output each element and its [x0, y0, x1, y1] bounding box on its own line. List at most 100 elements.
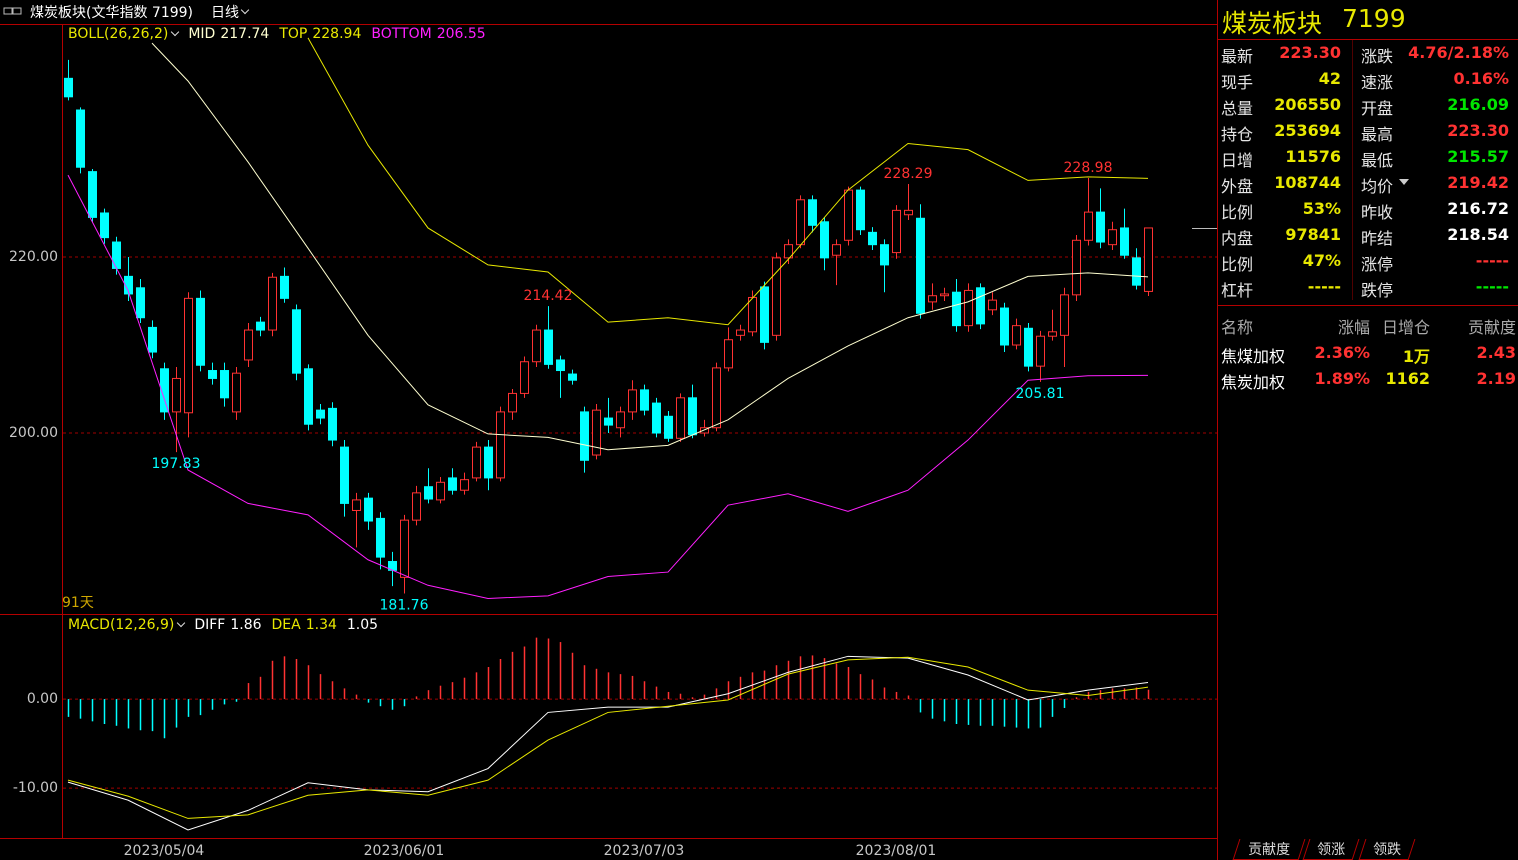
quote-label: 比例	[1221, 203, 1254, 222]
candle-body	[268, 276, 277, 331]
macd-plot	[63, 637, 1217, 831]
table-cell: 焦煤加权	[1221, 347, 1286, 366]
y-tick-label: -10.00	[13, 780, 58, 796]
candle-body	[676, 397, 685, 439]
window-icon	[3, 7, 14, 15]
candle-body	[736, 329, 745, 336]
candle-body	[436, 481, 445, 501]
candle-body	[256, 321, 265, 331]
legend-value: 217.74	[220, 26, 270, 42]
candle-body	[76, 109, 85, 168]
table-cell: 1162	[1385, 369, 1430, 388]
table-row[interactable]: 焦炭加权 1.89% 1162 2.19	[1218, 366, 1518, 392]
quote-label: 日增	[1221, 151, 1254, 170]
candle-body	[232, 372, 241, 413]
candle-body	[592, 409, 601, 456]
candle-body	[244, 329, 253, 361]
macd-value: 1.05	[346, 617, 379, 633]
candle-body	[712, 367, 721, 429]
candle-body	[808, 199, 817, 226]
x-tick-label: 2023/06/01	[364, 843, 445, 859]
candle-body	[220, 370, 229, 399]
candle-body	[652, 402, 661, 434]
candle-body	[724, 339, 733, 369]
legend-entry: TOP 228.94	[279, 26, 361, 42]
dropdown-icon[interactable]	[177, 618, 186, 628]
candle-body	[916, 217, 925, 314]
quote-label: 开盘	[1361, 99, 1394, 118]
period-selector[interactable]: 日线	[211, 5, 240, 21]
quote-label: 昨收	[1361, 203, 1394, 222]
tab-label: 贡献度	[1248, 842, 1291, 858]
candle-body	[340, 446, 349, 504]
candle-body	[688, 397, 697, 436]
quote-row: 外盘 108744 均价 219.42	[1218, 170, 1518, 196]
quote-value: -----	[1475, 277, 1509, 296]
quote-label: 持仓	[1221, 125, 1254, 144]
candle-body	[376, 517, 385, 558]
candle-body	[784, 244, 793, 259]
tab[interactable]: 领涨	[1302, 839, 1360, 860]
quote-label: 现手	[1221, 73, 1254, 92]
candle-body	[136, 287, 145, 319]
quote-value: -----	[1475, 251, 1509, 270]
column-header: 涨幅	[1337, 318, 1370, 337]
candle-body	[952, 291, 961, 327]
candle-body	[1012, 325, 1021, 346]
indicator-name: MACD(12,26,9)	[68, 617, 175, 633]
quote-panel: 煤炭板块 7199 最新 223.30 涨跌 4.76/2.18% 现手 42 速涨 0.16% 总…	[1218, 0, 1518, 860]
table-cell: 1万	[1402, 347, 1430, 366]
column-header: 贡献度	[1467, 318, 1516, 337]
candle-body	[64, 77, 73, 98]
candle-body	[172, 377, 181, 413]
quote-label: 最低	[1361, 151, 1394, 170]
tab[interactable]: 领跌	[1358, 839, 1416, 860]
candle-body	[100, 212, 109, 239]
table-cell: 焦炭加权	[1221, 373, 1286, 392]
quote-row: 日增 11576 最低 215.57	[1218, 144, 1518, 170]
table-row[interactable]: 焦煤加权 2.36% 1万 2.43	[1218, 340, 1518, 366]
y-tick-label: 220.00	[9, 249, 58, 265]
price-plot: 214.42 228.29 228.98 197.83 181.76 205.81	[63, 37, 1217, 614]
price-annotation: 228.29	[884, 166, 933, 182]
candle-body	[400, 519, 409, 578]
header: 煤炭板块(文华指数 7199) 日线	[0, 0, 258, 24]
candle-body	[748, 296, 757, 333]
quote-value: 97841	[1285, 225, 1341, 244]
candle-body	[772, 257, 781, 336]
x-tick-label: 2023/07/03	[604, 843, 685, 859]
indicator-line	[151, 42, 1149, 451]
price-annotation: 228.98	[1064, 160, 1113, 176]
quote-label: 总量	[1221, 99, 1254, 118]
candle-body	[856, 189, 865, 231]
candle-body	[412, 492, 421, 521]
x-tick-label: 2023/05/04	[124, 843, 205, 859]
quote-row: 现手 42 速涨 0.16%	[1218, 66, 1518, 92]
quote-value: 219.42	[1447, 173, 1509, 192]
quote-label: 比例	[1221, 255, 1254, 274]
dropdown-icon[interactable]	[240, 5, 250, 15]
candle-body	[304, 368, 313, 425]
quote-code: 7199	[1342, 4, 1406, 33]
legend-name: MID	[188, 26, 216, 42]
days-label: 91天	[62, 595, 94, 611]
tab[interactable]: 贡献度	[1232, 839, 1306, 860]
dropdown-icon[interactable]	[171, 27, 180, 37]
candle-body	[88, 171, 97, 218]
legend-value: 1.34	[305, 617, 337, 633]
candle-body	[496, 411, 505, 479]
tab-label: 领涨	[1317, 842, 1346, 858]
candle-body	[1024, 327, 1033, 367]
candle-body	[976, 287, 985, 325]
quote-row: 最新 223.30 涨跌 4.76/2.18%	[1218, 40, 1518, 66]
tab-label: 领跌	[1373, 842, 1402, 858]
quote-name: 煤炭板块	[1222, 9, 1323, 38]
legend-entry: DEA 1.34	[272, 617, 337, 633]
candle-body	[904, 209, 913, 216]
table-cell: 2.19	[1476, 369, 1516, 388]
candle-body	[364, 497, 373, 522]
candle-body	[1048, 331, 1057, 337]
quote-row: 杠杆 ----- 跌停 -----	[1218, 274, 1518, 300]
dropdown-icon[interactable]	[1399, 179, 1409, 185]
